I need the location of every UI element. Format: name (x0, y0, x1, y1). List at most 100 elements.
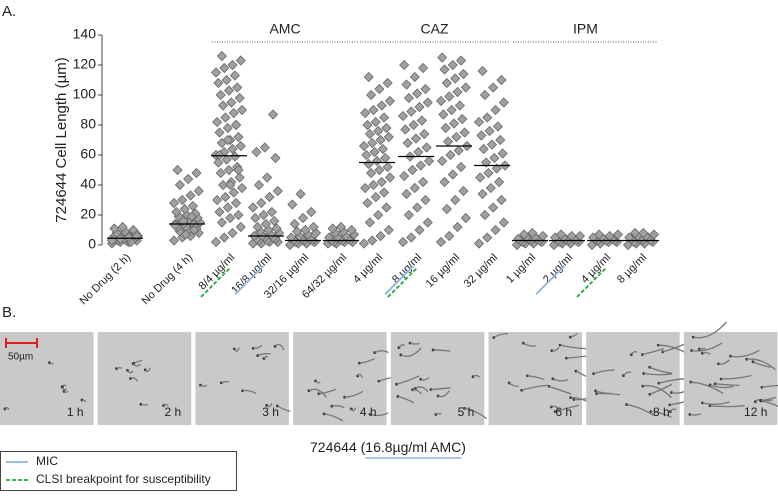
data-point (236, 182, 248, 194)
data-point (382, 77, 393, 89)
data-point (368, 179, 379, 191)
data-point (497, 148, 508, 159)
scale-bar-label: 50µm (8, 352, 33, 363)
data-point (437, 52, 448, 63)
cell-filament (140, 403, 149, 406)
cell-filament (550, 405, 561, 412)
data-point (109, 223, 120, 234)
data-point (416, 115, 427, 126)
cell-filament (746, 358, 776, 371)
frame-time: 3 h (262, 405, 279, 419)
cell-filament (699, 347, 706, 350)
cell-filament (642, 347, 665, 356)
data-point (486, 139, 498, 150)
data-point (454, 100, 465, 111)
group-label: AMC (269, 21, 300, 37)
legend-box (0, 451, 237, 491)
caption-part: 724644 ( (310, 439, 366, 455)
data-point (401, 188, 412, 200)
data-point (409, 71, 420, 83)
data-point (451, 131, 462, 143)
data-point (397, 236, 409, 248)
cell (595, 392, 599, 396)
legend-marker-line (234, 265, 265, 295)
data-point (308, 221, 319, 233)
caption-part: 16.8µg/ml AMC (365, 439, 461, 455)
cell-filament (752, 361, 772, 368)
data-point (210, 67, 222, 78)
data-point (401, 79, 412, 90)
frame-image (195, 332, 289, 425)
x-tick-label: 2 µg/ml (541, 252, 575, 286)
data-point (369, 146, 380, 158)
cell-filament (690, 381, 724, 395)
data-point (612, 229, 624, 240)
cell-filament (715, 383, 740, 387)
cell-filament (643, 372, 673, 376)
data-point (289, 218, 300, 230)
data-point (252, 221, 263, 233)
data-point (381, 202, 392, 213)
data-point (286, 232, 297, 243)
data-point (221, 154, 232, 165)
data-point (364, 217, 375, 228)
data-point (441, 203, 452, 215)
data-point (423, 155, 435, 167)
cell-filament (552, 378, 569, 382)
cell-filament (521, 384, 548, 391)
data-point (234, 92, 245, 104)
y-tick-label: 80 (80, 116, 96, 132)
cell-filament (127, 370, 134, 374)
cell-filament (396, 375, 420, 385)
cell-filament (61, 386, 67, 391)
group-label: IPM (573, 21, 598, 37)
data-point (485, 182, 496, 194)
caption-part: ) (461, 439, 466, 455)
microscopy-frame: 4 h (293, 332, 394, 425)
data-point (453, 145, 464, 156)
cell-filament (398, 344, 405, 348)
data-point (477, 188, 488, 200)
data-point (178, 215, 189, 227)
data-point (452, 86, 463, 98)
microscopy-frame: 6 h (488, 332, 595, 425)
data-point (481, 157, 492, 168)
data-point (270, 152, 281, 164)
cell-filament (357, 373, 363, 378)
data-point (420, 83, 431, 95)
data-point (189, 224, 200, 236)
data-point (216, 217, 227, 228)
data-point (445, 149, 456, 161)
cell-filament (221, 381, 230, 384)
data-point (235, 221, 246, 233)
cell-filament (554, 404, 579, 413)
data-point (228, 187, 239, 198)
cell-filament (730, 349, 760, 358)
y-tick-label: 100 (73, 86, 97, 102)
cell-filament (274, 343, 285, 351)
data-point (256, 197, 267, 209)
data-point (367, 235, 378, 246)
data-point (228, 107, 239, 119)
x-tick-label: No Drug (2 h) (78, 252, 134, 308)
data-point (624, 232, 635, 243)
frame-image (97, 332, 192, 425)
data-point (123, 232, 134, 243)
cell-filament (431, 387, 451, 391)
data-point (234, 172, 245, 183)
data-point (185, 190, 196, 201)
cell-filament (200, 384, 208, 387)
data-point (447, 59, 458, 71)
frame-time: 8 h (653, 405, 670, 419)
data-point (215, 167, 226, 179)
data-point (382, 161, 393, 173)
cell-filament (626, 403, 655, 417)
legend-label: CLSI breakpoint for susceptibility (36, 472, 211, 486)
data-point (295, 188, 306, 200)
data-point (191, 167, 202, 179)
data-point (496, 74, 507, 86)
data-point (448, 118, 460, 129)
cell (565, 356, 568, 360)
cell-filament (493, 333, 509, 339)
